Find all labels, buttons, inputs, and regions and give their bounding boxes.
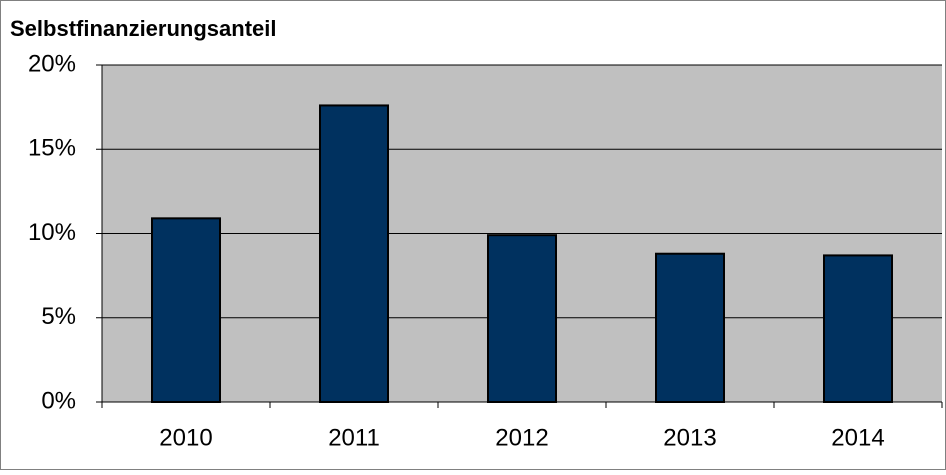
x-tick-label: 2012 <box>495 424 548 451</box>
bar <box>823 254 893 403</box>
x-tick-label: 2013 <box>663 424 716 451</box>
y-tick-label: 20% <box>28 50 76 77</box>
bar <box>151 217 221 403</box>
y-tick-label: 10% <box>28 219 76 246</box>
x-tick-label: 2014 <box>831 424 884 451</box>
x-tick-label: 2010 <box>159 424 212 451</box>
bar <box>487 234 557 403</box>
bar <box>319 104 389 403</box>
y-tick-label: 0% <box>41 387 76 414</box>
y-tick-label: 15% <box>28 135 76 162</box>
chart-title: Selbstfinanzierungsanteil <box>10 16 277 41</box>
x-tick-label: 2011 <box>328 424 380 451</box>
y-tick-label: 5% <box>41 303 76 330</box>
bar <box>655 252 725 403</box>
